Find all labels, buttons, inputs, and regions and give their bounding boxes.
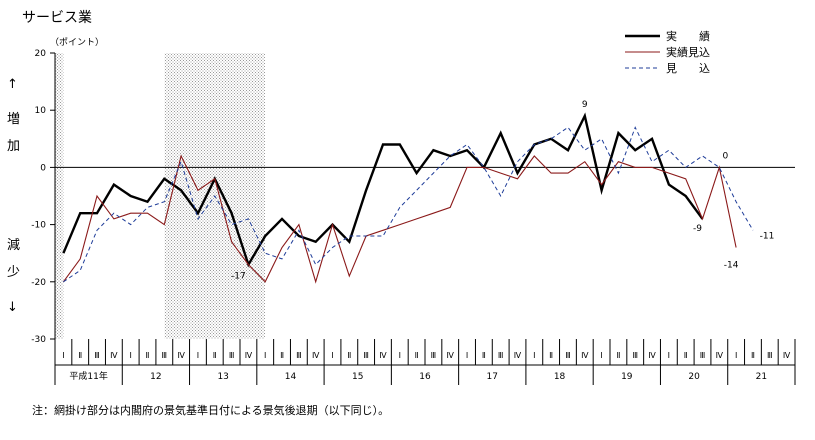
x-year-label: 19 — [621, 372, 633, 382]
x-quarter-label: Ⅳ — [245, 351, 253, 360]
x-quarter-label: Ⅱ — [415, 351, 419, 360]
x-quarter-label: Ⅰ — [197, 351, 199, 360]
data-label: -17 — [231, 272, 246, 282]
legend-label: 実績見込 — [666, 45, 710, 59]
unit-label: （ポイント） — [50, 37, 104, 48]
x-quarter-label: Ⅳ — [447, 351, 455, 360]
x-quarter-label: Ⅳ — [783, 351, 791, 360]
y-tick-label: -10 — [31, 221, 46, 231]
x-quarter-label: Ⅲ — [229, 351, 235, 360]
x-quarter-label: Ⅱ — [78, 351, 82, 360]
y-tick-label: 0 — [40, 163, 46, 173]
x-year-label: 17 — [487, 372, 498, 382]
up-arrow-label: ↑ — [7, 77, 18, 92]
x-year-label: 15 — [352, 372, 363, 382]
axis-grid: 20 10 0 -10 -20 -30 — [31, 49, 795, 345]
x-year-label: 16 — [419, 372, 431, 382]
x-quarter-label: Ⅳ — [177, 351, 185, 360]
x-quarter-label: Ⅲ — [431, 351, 437, 360]
x-year-label: 13 — [217, 372, 228, 382]
x-quarter-label: Ⅰ — [735, 351, 737, 360]
x-quarter-label: Ⅰ — [600, 351, 602, 360]
x-quarter-label: Ⅳ — [312, 351, 320, 360]
data-labels: 9 -17 -9 0 -14 -11 — [231, 100, 774, 282]
x-quarter-label: Ⅲ — [162, 351, 168, 360]
series-line — [62, 154, 737, 284]
decrease-label: 減少 — [7, 237, 20, 280]
x-quarter-label: Ⅲ — [296, 351, 302, 360]
x-quarter-label: Ⅰ — [130, 351, 132, 360]
x-quarter-label: Ⅲ — [700, 351, 706, 360]
data-label: -14 — [724, 260, 739, 270]
x-quarter-label: Ⅲ — [498, 351, 504, 360]
x-year-label: 21 — [756, 372, 767, 382]
x-quarter-label: Ⅱ — [549, 351, 553, 360]
x-quarter-label: Ⅱ — [280, 351, 284, 360]
down-arrow-label: ↓ — [7, 300, 18, 315]
x-quarter-label: Ⅰ — [668, 351, 670, 360]
x-quarter-label: Ⅱ — [482, 351, 486, 360]
x-quarter-label: Ⅱ — [213, 351, 217, 360]
x-quarter-label: Ⅳ — [110, 351, 118, 360]
x-year-label: 18 — [554, 372, 566, 382]
data-label: 9 — [582, 100, 588, 110]
x-quarter-label: Ⅲ — [767, 351, 773, 360]
decrease-char: 少 — [7, 265, 20, 280]
x-quarter-label: Ⅱ — [684, 351, 688, 360]
x-quarter-label: Ⅱ — [616, 351, 620, 360]
x-quarter-label: Ⅰ — [466, 351, 468, 360]
x-quarter-label: Ⅲ — [363, 351, 369, 360]
y-tick-label: -20 — [31, 278, 46, 288]
x-quarter-label: Ⅰ — [62, 351, 64, 360]
x-quarter-label: Ⅰ — [399, 351, 401, 360]
x-quarter-label: Ⅱ — [347, 351, 351, 360]
x-quarter-label: Ⅱ — [751, 351, 755, 360]
y-tick-label: 20 — [35, 49, 47, 59]
x-year-label: 平成11年 — [69, 370, 107, 382]
series-lines — [62, 112, 754, 284]
legend-label: 見 込 — [666, 62, 710, 75]
increase-label: 増加 — [7, 112, 20, 154]
y-tick-label: -30 — [31, 335, 46, 345]
data-label: 0 — [722, 151, 728, 161]
x-quarter-label: Ⅲ — [632, 351, 638, 360]
x-quarter-label: Ⅰ — [533, 351, 535, 360]
chart-title: サービス業 — [22, 10, 92, 26]
x-quarter-label: Ⅰ — [264, 351, 266, 360]
legend-label: 実 績 — [666, 29, 710, 43]
series-line — [63, 126, 754, 283]
y-tick-label: 10 — [35, 106, 47, 116]
x-quarter-label: Ⅳ — [648, 351, 656, 360]
data-label: -11 — [760, 231, 775, 241]
x-quarter-label: Ⅲ — [94, 351, 100, 360]
x-quarter-label: Ⅳ — [379, 351, 387, 360]
shaded-period — [55, 53, 64, 339]
x-quarter-label: Ⅳ — [581, 351, 589, 360]
x-year-label: 14 — [285, 372, 297, 382]
x-year-label: 20 — [688, 372, 700, 382]
x-quarter-label: Ⅳ — [716, 351, 724, 360]
increase-char: 増 — [7, 112, 20, 127]
decrease-char: 減 — [7, 237, 20, 253]
x-quarter-label: Ⅰ — [331, 351, 333, 360]
x-quarter-label: Ⅱ — [146, 351, 150, 360]
recession-shading — [55, 53, 266, 339]
data-label: -9 — [693, 224, 702, 234]
series-line — [62, 112, 704, 268]
footnote: 注：網掛け部分は内閣府の景気基準日付による景気後退期（以下同じ）。 — [32, 403, 389, 417]
x-quarter-label: Ⅳ — [514, 351, 522, 360]
x-quarter-label: Ⅲ — [565, 351, 571, 360]
increase-char: 加 — [7, 139, 20, 154]
x-year-label: 12 — [150, 372, 161, 382]
